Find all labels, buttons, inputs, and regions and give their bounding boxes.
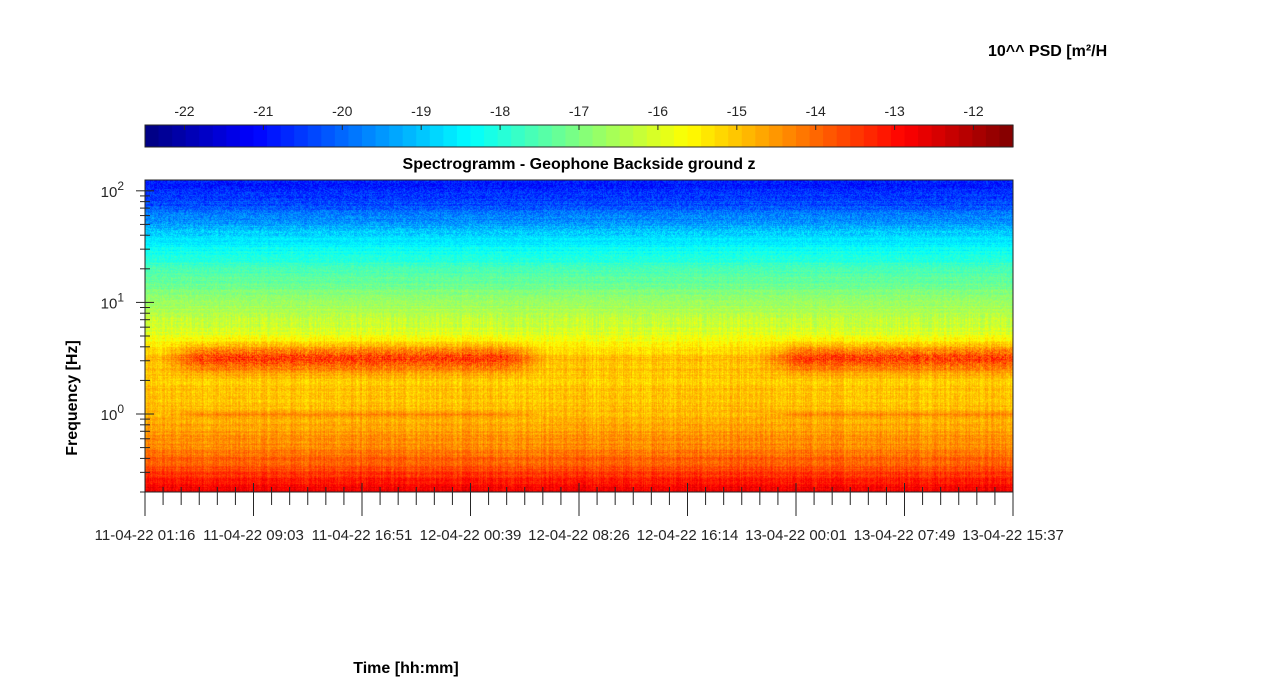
colorbar-cell xyxy=(267,125,282,147)
colorbar-cell xyxy=(348,125,363,147)
colorbar-cell xyxy=(972,125,987,147)
colorbar-tick-label: -22 xyxy=(174,103,194,119)
colorbar-cell xyxy=(850,125,865,147)
colorbar-cell xyxy=(782,125,797,147)
colorbar-cell xyxy=(538,125,553,147)
colorbar-cell xyxy=(402,125,417,147)
x-axis-label: Time [hh:mm] xyxy=(353,660,458,677)
colorbar-cell xyxy=(456,125,472,147)
colorbar-cell xyxy=(429,125,444,147)
colorbar-tick-label: -21 xyxy=(253,103,273,119)
colorbar-cell xyxy=(931,125,946,147)
x-tick-label: 13-04-22 07:49 xyxy=(854,527,956,544)
colorbar-cell xyxy=(172,125,187,147)
colorbar-cell xyxy=(945,125,960,147)
colorbar-cell xyxy=(185,125,200,147)
colorbar-cell xyxy=(253,125,268,147)
colorbar-cell xyxy=(823,125,838,147)
colorbar-cell xyxy=(728,125,743,147)
colorbar-cell xyxy=(199,125,214,147)
chart-title: Spectrogramm - Geophone Backside ground … xyxy=(403,156,756,173)
x-tick-label: 13-04-22 00:01 xyxy=(745,527,847,544)
colorbar-tick-label: -19 xyxy=(411,103,431,119)
x-tick-label: 12-04-22 08:26 xyxy=(528,527,630,544)
colorbar-cell xyxy=(958,125,973,147)
colorbar-ticks: -22 -21 -20 -19 -18 -17 -16 -15 -14 -13 -12 xyxy=(174,103,984,130)
colorbar-cell xyxy=(904,125,919,147)
colorbar-tick-label: -13 xyxy=(885,103,905,119)
colorbar-tick-label: -17 xyxy=(569,103,589,119)
colorbar-cell xyxy=(375,125,390,147)
colorbar-cell xyxy=(809,125,824,147)
colorbar-cell xyxy=(307,125,322,147)
colorbar-tick-label: -16 xyxy=(648,103,668,119)
x-tick-label: 12-04-22 16:14 xyxy=(637,527,739,544)
colorbar-cell xyxy=(579,125,594,147)
x-tick-label: 13-04-22 15:37 xyxy=(962,527,1064,544)
y-tick-label: 101 xyxy=(101,290,125,312)
colorbar-cell xyxy=(660,125,675,147)
colorbar-cell xyxy=(633,125,648,147)
colorbar-cell xyxy=(714,125,729,147)
y-axis: 100 101 102 xyxy=(101,179,154,493)
colorbar-tick-label: -18 xyxy=(490,103,510,119)
x-tick-label: 11-04-22 09:03 xyxy=(203,527,304,544)
colorbar-cell xyxy=(443,125,458,147)
colorbar-cell xyxy=(362,125,377,147)
colorbar-cell xyxy=(755,125,770,147)
x-tick-label: 12-04-22 00:39 xyxy=(420,527,522,544)
colorbar-cell xyxy=(551,125,567,147)
colorbar-cells xyxy=(145,125,1014,147)
colorbar-cell xyxy=(863,125,878,147)
x-tick-label: 11-04-22 01:16 xyxy=(95,527,196,544)
colorbar-cell xyxy=(877,125,892,147)
colorbar-cell xyxy=(836,125,851,147)
colorbar-cell xyxy=(280,125,295,147)
colorbar-cell xyxy=(416,125,431,147)
y-axis-label: Frequency [Hz] xyxy=(64,340,81,456)
colorbar-tick-label: -15 xyxy=(727,103,747,119)
y-tick-label: 100 xyxy=(101,402,125,424)
colorbar-cell xyxy=(646,125,661,147)
colorbar-cell xyxy=(768,125,784,147)
colorbar-cell xyxy=(741,125,756,147)
colorbar-tick-label: -12 xyxy=(963,103,983,119)
colorbar-cell xyxy=(592,125,607,147)
y-tick-label: 102 xyxy=(101,179,125,201)
colorbar: -22 -21 -20 -19 -18 -17 -16 -15 -14 -13 -12 xyxy=(144,103,1014,148)
colorbar-cell xyxy=(239,125,255,147)
colorbar-cell xyxy=(484,125,499,147)
colorbar-cell xyxy=(389,125,404,147)
colorbar-cell xyxy=(918,125,933,147)
spectrogram-heatmap xyxy=(145,180,1013,492)
colorbar-cell xyxy=(796,125,811,147)
colorbar-cell xyxy=(606,125,621,147)
colorbar-cell xyxy=(497,125,512,147)
colorbar-cell xyxy=(701,125,716,147)
colorbar-cell xyxy=(619,125,634,147)
colorbar-cell xyxy=(158,125,173,147)
colorbar-tick-label: -14 xyxy=(806,103,826,119)
colorbar-cell xyxy=(524,125,539,147)
colorbar-cell xyxy=(999,125,1014,147)
colorbar-cell xyxy=(145,125,160,147)
colorbar-cell xyxy=(687,125,702,147)
x-tick-label: 11-04-22 16:51 xyxy=(312,527,413,544)
colorbar-cell xyxy=(890,125,906,147)
colorbar-cell xyxy=(294,125,309,147)
colorbar-cell xyxy=(212,125,227,147)
colorbar-label: 10^^ PSD [m²/H xyxy=(988,43,1107,60)
colorbar-cell xyxy=(334,125,350,147)
colorbar-cell xyxy=(511,125,526,147)
colorbar-cell xyxy=(673,125,689,147)
colorbar-cell xyxy=(985,125,1001,147)
colorbar-tick-label: -20 xyxy=(332,103,352,119)
x-axis: 11-04-22 01:16 11-04-22 09:03 11-04-22 16:… xyxy=(95,483,1064,544)
colorbar-cell xyxy=(321,125,336,147)
colorbar-cell xyxy=(226,125,241,147)
colorbar-cell xyxy=(470,125,485,147)
colorbar-cell xyxy=(565,125,580,147)
